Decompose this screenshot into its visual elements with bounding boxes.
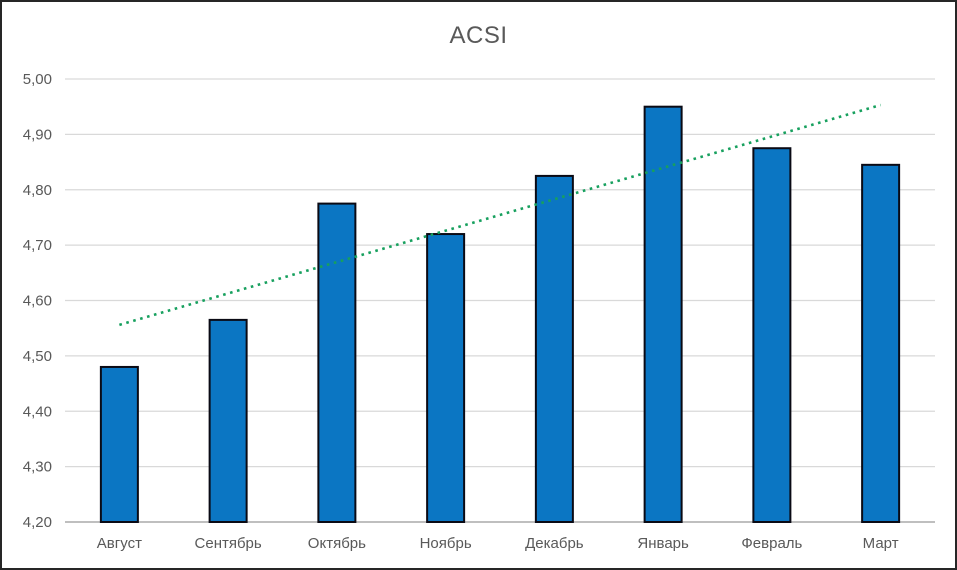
- x-tick-label: Март: [863, 535, 899, 552]
- bar: [643, 105, 683, 523]
- bar: [426, 233, 466, 524]
- x-tick-label: Август: [97, 535, 142, 552]
- bar: [317, 202, 357, 523]
- x-tick-label: Ноябрь: [420, 535, 472, 552]
- y-tick-label: 4,80: [23, 182, 52, 199]
- x-tick-label: Январь: [637, 535, 689, 552]
- x-tick-label: Декабрь: [525, 535, 584, 552]
- y-tick-label: 4,40: [23, 403, 52, 420]
- bar: [752, 147, 792, 523]
- y-tick-label: 4,30: [23, 459, 52, 476]
- trendline: [119, 103, 881, 327]
- y-tick-label: 4,70: [23, 237, 52, 254]
- x-tick-label: Октябрь: [308, 535, 366, 552]
- x-tick-label: Февраль: [741, 535, 802, 552]
- bar: [861, 163, 901, 524]
- chart-title: ACSI: [449, 22, 508, 49]
- bar: [208, 318, 248, 523]
- bar: [534, 174, 574, 523]
- y-tick-label: 4,50: [23, 348, 52, 365]
- y-tick-label: 4,60: [23, 293, 52, 310]
- bar: [99, 365, 139, 524]
- x-tick-label: Сентябрь: [195, 535, 262, 552]
- y-tick-label: 5,00: [23, 71, 52, 88]
- y-tick-label: 4,90: [23, 126, 52, 143]
- y-tick-label: 4,20: [23, 514, 52, 531]
